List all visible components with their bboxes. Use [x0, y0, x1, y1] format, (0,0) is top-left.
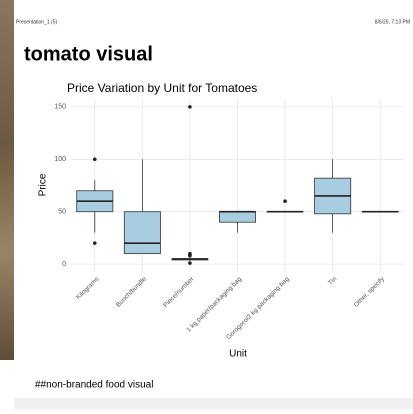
- background-photo: [0, 0, 14, 360]
- x-tick-label: 1 kg paper/packaging bag: [185, 275, 243, 333]
- y-axis-label: Price: [38, 173, 49, 196]
- y-tick-label: 50: [58, 209, 66, 216]
- outlier: [188, 254, 192, 258]
- slide-title: tomato visual: [24, 43, 153, 65]
- outlier: [93, 241, 97, 245]
- x-tick-label: Other, specify: [353, 275, 387, 309]
- x-tick-label: Tin: [327, 275, 338, 286]
- slide: Presentation_1 (5) 8/5/25, 7:13 PM tomat…: [0, 0, 413, 409]
- box: [219, 212, 255, 222]
- x-axis-label: Unit: [229, 349, 247, 360]
- box: [124, 212, 160, 254]
- chart-title: Price Variation by Unit for Tomatoes: [67, 81, 257, 95]
- bottom-bar: [14, 398, 413, 409]
- y-tick-label: 0: [62, 261, 66, 268]
- doc-name: Presentation_1 (5): [16, 19, 57, 25]
- y-tick-label: 150: [54, 104, 66, 111]
- x-tick-label: Kilograms: [75, 275, 101, 301]
- timestamp: 8/5/25, 7:13 PM: [375, 19, 410, 25]
- x-tick-label: Bunch/bundle: [115, 275, 148, 308]
- outlier: [93, 157, 97, 161]
- outlier: [188, 261, 192, 265]
- x-tick-label: Piece/number: [162, 275, 196, 309]
- footer-text: ##non-branded food visual: [35, 380, 153, 391]
- outlier: [188, 105, 192, 109]
- y-tick-label: 100: [54, 156, 66, 163]
- outlier: [283, 199, 287, 203]
